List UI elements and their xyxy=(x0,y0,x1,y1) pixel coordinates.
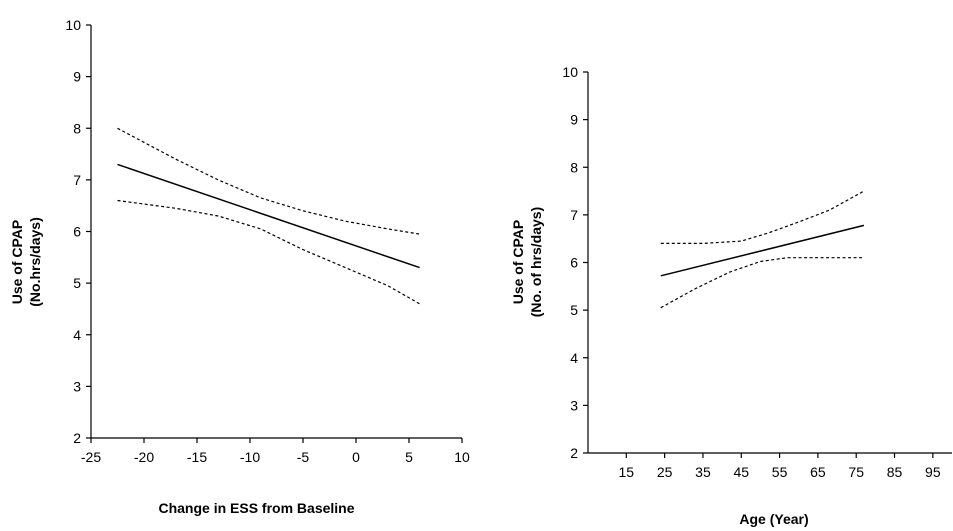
lower-confidence-band xyxy=(660,257,864,309)
x-tick-label: 35 xyxy=(695,464,711,480)
chart-ess: 2 3 4 5 6 7 8 9 10 -25 -20 -15 -10 -5 0 5 10 Change in ES… xyxy=(9,17,470,516)
x-tick-label: 85 xyxy=(887,464,903,480)
y-axis-title-line: Use of CPAP xyxy=(510,220,526,305)
y-tick-label: 8 xyxy=(570,159,578,175)
upper-confidence-band xyxy=(117,127,420,235)
x-tick-label: 45 xyxy=(733,464,749,480)
y-tick-label: 9 xyxy=(73,69,81,85)
y-axis-title-line: (No. of hrs/days) xyxy=(528,207,544,317)
x-tick-label: 0 xyxy=(352,449,360,465)
y-tick-label: 3 xyxy=(570,397,578,413)
y-axis-title-line: (No.hrs/days) xyxy=(27,217,43,306)
y-tick-label: 2 xyxy=(73,430,81,446)
y-tick-label: 7 xyxy=(570,207,578,223)
y-tick-label: 9 xyxy=(570,112,578,128)
y-tick-label: 2 xyxy=(570,445,578,461)
x-tick-label: -5 xyxy=(297,449,310,465)
y-axis-title-line: Use of CPAP xyxy=(9,220,25,305)
y-tick-label: 5 xyxy=(570,302,578,318)
x-axis-title: Change in ESS from Baseline xyxy=(158,500,354,516)
x-tick-label: 5 xyxy=(405,449,413,465)
x-tick-label: -10 xyxy=(240,449,260,465)
x-tick-label: -20 xyxy=(134,449,154,465)
y-tick-label: 5 xyxy=(73,275,81,291)
lower-confidence-band xyxy=(117,199,420,305)
x-tick-label: 10 xyxy=(454,449,470,465)
x-tick-label: -15 xyxy=(187,449,207,465)
regression-line xyxy=(660,224,865,277)
x-tick-label: -25 xyxy=(81,449,101,465)
x-tick-label: 95 xyxy=(925,464,941,480)
x-tick-label: 75 xyxy=(848,464,864,480)
x-axis-title: Age (Year) xyxy=(739,511,808,527)
x-tick-label: 65 xyxy=(810,464,826,480)
regression-line xyxy=(117,163,420,269)
upper-confidence-band xyxy=(660,190,865,244)
x-tick-label: 25 xyxy=(657,464,673,480)
y-tick-label: 10 xyxy=(562,64,578,80)
y-tick-label: 6 xyxy=(73,224,81,240)
y-tick-label: 8 xyxy=(73,120,81,136)
x-tick-label: 55 xyxy=(772,464,788,480)
y-tick-label: 3 xyxy=(73,378,81,394)
y-tick-label: 10 xyxy=(65,17,81,33)
x-tick-label: 15 xyxy=(619,464,635,480)
y-tick-label: 6 xyxy=(570,255,578,271)
y-tick-label: 4 xyxy=(73,327,81,343)
y-tick-label: 4 xyxy=(570,350,578,366)
y-tick-label: 7 xyxy=(73,172,81,188)
